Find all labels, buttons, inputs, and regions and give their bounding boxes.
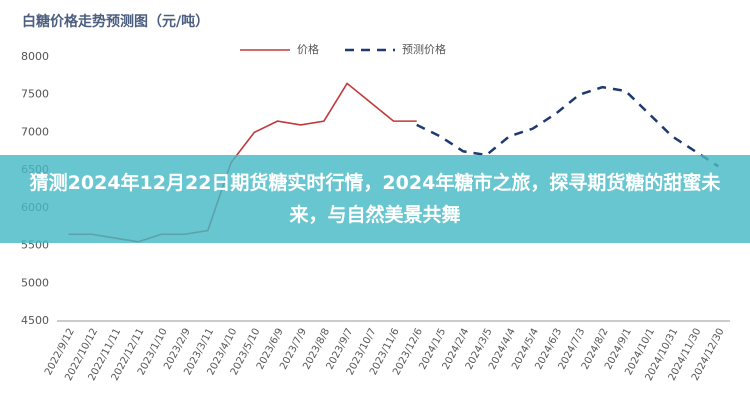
series-line: [416, 85, 720, 168]
chart-title: 白糖价格走势预测图（元/吨）: [22, 13, 209, 30]
banner-title: 猜测2024年12月22日期货糖实时行情，2024年糖市之旅，探寻期货糖的甜蜜未…: [29, 172, 721, 226]
y-tick-label: 8000: [21, 50, 49, 63]
legend-label: 价格: [297, 42, 319, 56]
y-tick-label: 7000: [21, 125, 49, 138]
banner: 猜测2024年12月22日期货糖实时行情，2024年糖市之旅，探寻期货糖的甜蜜未…: [0, 155, 750, 243]
legend-label: 预测价格: [402, 42, 446, 56]
y-tick-label: 7500: [21, 88, 49, 101]
y-tick-label: 4500: [21, 314, 49, 327]
y-tick-label: 5000: [21, 276, 49, 289]
